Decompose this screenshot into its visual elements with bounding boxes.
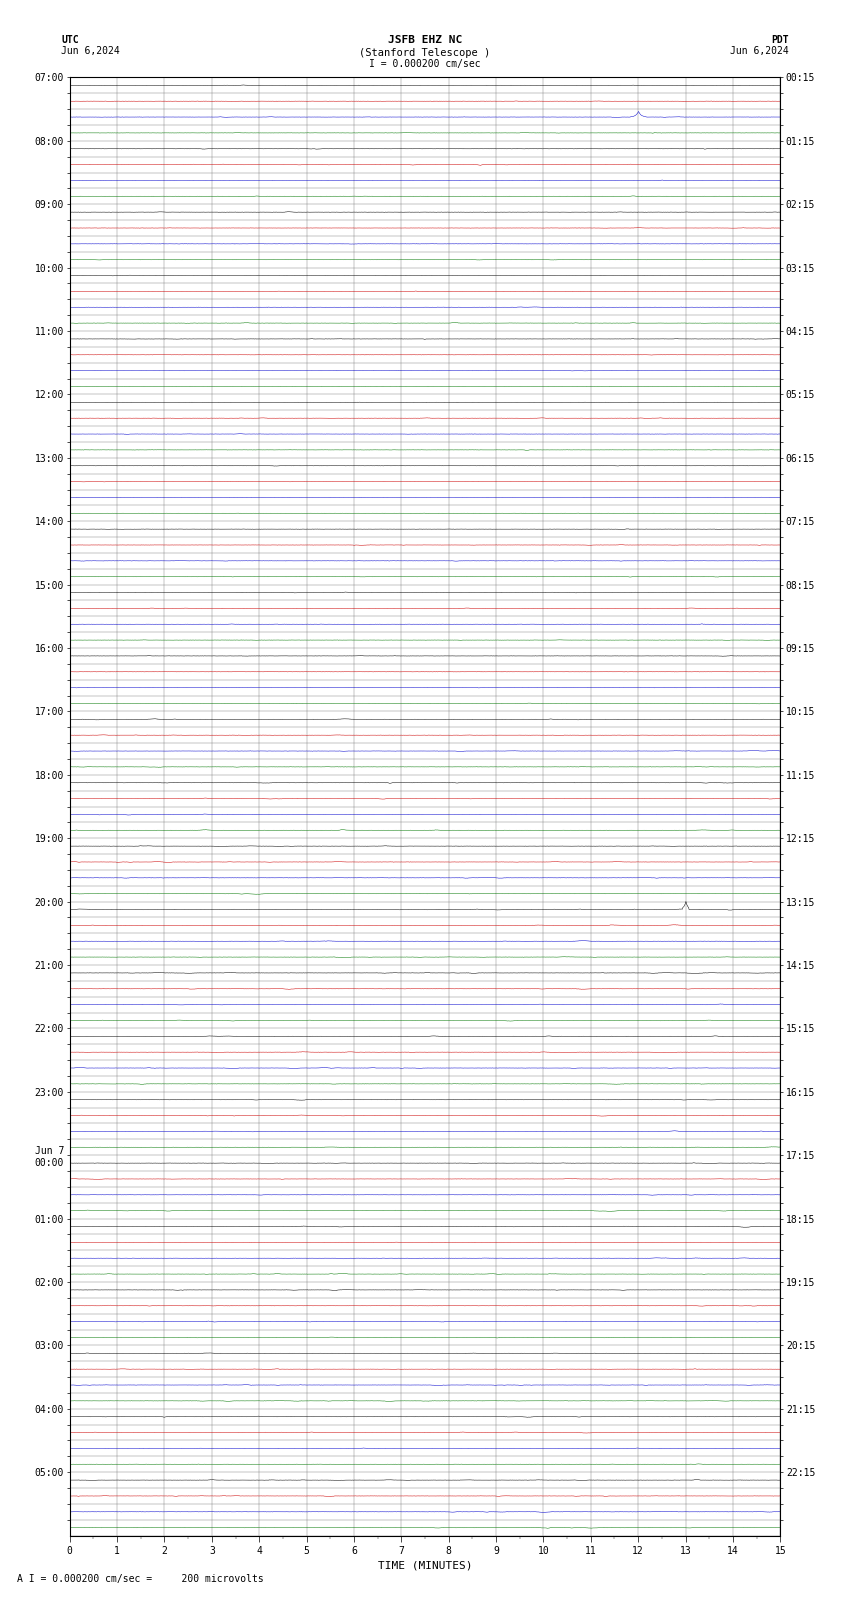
Text: Jun 6,2024: Jun 6,2024 bbox=[61, 45, 120, 56]
Text: A I = 0.000200 cm/sec =     200 microvolts: A I = 0.000200 cm/sec = 200 microvolts bbox=[17, 1574, 264, 1584]
Text: I = 0.000200 cm/sec: I = 0.000200 cm/sec bbox=[369, 58, 481, 69]
Text: JSFB EHZ NC: JSFB EHZ NC bbox=[388, 35, 462, 45]
Text: PDT: PDT bbox=[771, 35, 789, 45]
Text: (Stanford Telescope ): (Stanford Telescope ) bbox=[360, 47, 490, 58]
Text: UTC: UTC bbox=[61, 35, 79, 45]
X-axis label: TIME (MINUTES): TIME (MINUTES) bbox=[377, 1560, 473, 1569]
Text: Jun 6,2024: Jun 6,2024 bbox=[730, 45, 789, 56]
